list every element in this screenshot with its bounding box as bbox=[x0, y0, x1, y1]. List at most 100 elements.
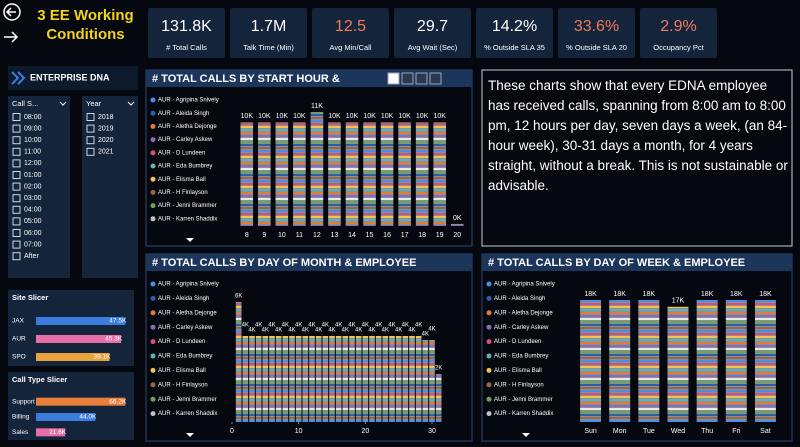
scroll-arrow[interactable] bbox=[186, 238, 194, 242]
bar bbox=[269, 336, 275, 422]
checkbox[interactable] bbox=[12, 159, 21, 168]
chart-title: # TOTAL CALLS BY DAY OF MONTH & EMPLOYEE bbox=[152, 257, 416, 269]
legend-dot bbox=[486, 411, 492, 417]
legend-label: AUR - D Lundeen bbox=[494, 339, 541, 345]
checkbox[interactable] bbox=[12, 252, 21, 261]
x-tick-label: 17 bbox=[401, 232, 409, 239]
data-label: 4K bbox=[275, 328, 282, 334]
checkbox[interactable] bbox=[12, 136, 21, 145]
bar bbox=[275, 336, 282, 422]
back-button[interactable] bbox=[3, 3, 21, 21]
logo-box bbox=[8, 66, 138, 90]
data-label: 10K bbox=[346, 113, 359, 120]
nav-arrow[interactable] bbox=[4, 31, 19, 43]
scroll-arrow[interactable] bbox=[186, 433, 194, 437]
checkbox[interactable] bbox=[12, 147, 21, 156]
bar-category: Sales bbox=[12, 429, 29, 436]
legend-dot bbox=[486, 353, 492, 359]
bar bbox=[375, 336, 382, 422]
legend-dot bbox=[150, 110, 156, 116]
slicer-item: After bbox=[24, 253, 39, 260]
checkbox[interactable] bbox=[12, 124, 21, 133]
data-label: 4K bbox=[415, 323, 422, 329]
data-label: 10K bbox=[276, 113, 289, 120]
bar[interactable] bbox=[36, 397, 126, 406]
legend-dot bbox=[150, 216, 156, 222]
data-label: 4K bbox=[428, 327, 435, 333]
checkbox[interactable] bbox=[12, 229, 21, 237]
legend-dot bbox=[150, 176, 156, 182]
data-label: 4K bbox=[348, 323, 355, 329]
checkbox[interactable] bbox=[86, 124, 95, 133]
x-tick-label: 8 bbox=[245, 232, 249, 239]
bar bbox=[302, 336, 309, 422]
data-label: 4K bbox=[335, 323, 342, 329]
legend-label: AUR - H Finlayson bbox=[494, 382, 544, 388]
bar[interactable] bbox=[36, 428, 66, 437]
data-label: 39.1K bbox=[94, 354, 112, 361]
bar bbox=[328, 122, 341, 226]
slicer-title: Year bbox=[86, 99, 102, 108]
toolbar-icon[interactable] bbox=[429, 72, 442, 85]
slicer-item: 2018 bbox=[98, 114, 114, 121]
slicer-chevron[interactable] bbox=[127, 101, 135, 106]
bar bbox=[638, 300, 660, 422]
bar[interactable] bbox=[36, 317, 126, 325]
bar[interactable] bbox=[36, 353, 110, 361]
legend-dot bbox=[150, 123, 156, 129]
legend-label: AUR - Jenni Brammer bbox=[158, 397, 217, 403]
checkbox[interactable] bbox=[12, 205, 21, 214]
data-label: 18K bbox=[730, 291, 743, 298]
legend-label: AUR - Carley Askew bbox=[494, 325, 549, 331]
x-tick-label: 20 bbox=[361, 428, 369, 435]
legend-label: AUR - Elisma Ball bbox=[158, 368, 206, 374]
legend-label: AUR - Aletha Dejonge bbox=[158, 124, 217, 130]
checkbox[interactable] bbox=[86, 113, 95, 121]
chart-title: # TOTAL CALLS BY START HOUR & bbox=[152, 73, 340, 85]
slicer-chevron[interactable] bbox=[59, 101, 67, 106]
kpi-value: 33.6% bbox=[574, 18, 619, 35]
legend-label: AUR - Carley Askew bbox=[158, 325, 213, 331]
legend-label: AUR - Aleida Singh bbox=[158, 111, 209, 117]
data-label: 4K bbox=[262, 328, 269, 334]
kpi-card bbox=[148, 8, 225, 58]
checkbox[interactable] bbox=[12, 240, 21, 249]
legend-label: AUR - Elisma Ball bbox=[494, 368, 542, 374]
legend-dot bbox=[150, 295, 156, 301]
checkbox[interactable] bbox=[12, 217, 21, 226]
data-label: 47.5K bbox=[109, 318, 127, 325]
slicer-item: 08:00 bbox=[24, 114, 42, 121]
bar[interactable] bbox=[36, 413, 96, 421]
legend-dot bbox=[150, 150, 156, 156]
note-box bbox=[481, 69, 793, 247]
legend-label: AUR - Elisma Ball bbox=[158, 177, 206, 183]
x-tick-label: 20 bbox=[453, 232, 461, 239]
data-label: 4K bbox=[322, 323, 329, 329]
kpi-value: 29.7 bbox=[417, 18, 448, 35]
slicer-item: 10:00 bbox=[24, 137, 42, 144]
bar[interactable] bbox=[36, 335, 122, 343]
data-label: 4K bbox=[388, 323, 395, 329]
slicer-panel bbox=[8, 372, 134, 440]
checkbox[interactable] bbox=[12, 182, 21, 191]
x-tick-label: 16 bbox=[383, 232, 391, 239]
bar-category: AUR bbox=[12, 336, 26, 343]
checkbox[interactable] bbox=[12, 113, 21, 121]
legend-label: AUR - Agripina Snively bbox=[158, 98, 219, 104]
toolbar-icon[interactable] bbox=[387, 72, 400, 85]
checkbox[interactable] bbox=[12, 194, 21, 203]
bar bbox=[289, 336, 295, 422]
legend-label: AUR - Aletha Dejonge bbox=[158, 310, 217, 316]
checkbox[interactable] bbox=[86, 147, 95, 156]
x-tick-label: 11 bbox=[296, 232, 303, 239]
checkbox[interactable] bbox=[86, 136, 95, 145]
legend-label: AUR - H Finlayson bbox=[158, 190, 208, 196]
bar bbox=[255, 336, 262, 422]
scroll-arrow[interactable] bbox=[522, 433, 530, 437]
toolbar-icon[interactable] bbox=[415, 72, 428, 85]
x-tick-label: Mon bbox=[613, 428, 627, 435]
toolbar-icon[interactable] bbox=[401, 72, 414, 85]
data-label: 2K bbox=[435, 366, 442, 372]
data-label: 17K bbox=[672, 298, 685, 305]
checkbox[interactable] bbox=[12, 171, 21, 179]
